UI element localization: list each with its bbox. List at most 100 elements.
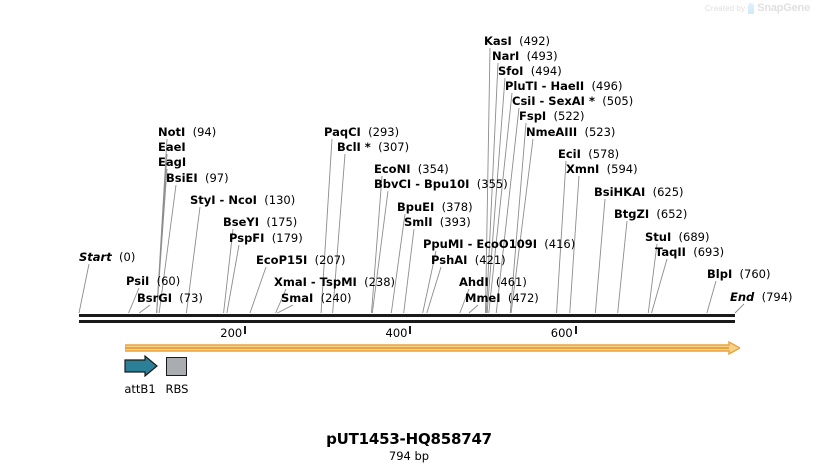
enzyme-label-taqii[interactable]: TaqII (693): [655, 246, 724, 258]
enzyme-label-nmeaiii[interactable]: NmeAIII (523): [526, 126, 615, 138]
leader-line-bbvci_bpu10i: [371, 190, 389, 314]
leader-line-kasi: [485, 47, 491, 314]
enzyme-position: (179): [264, 231, 303, 245]
enzyme-position: (97): [197, 171, 229, 185]
leader-line-paqci: [320, 138, 333, 314]
enzyme-label-styi_ncoi[interactable]: StyI - NcoI (130): [190, 194, 295, 206]
enzyme-label-eagi[interactable]: EagI: [158, 156, 186, 168]
enzyme-name: KasI: [484, 34, 512, 48]
enzyme-label-pshai[interactable]: PshAI (421): [431, 254, 506, 266]
enzyme-name: AhdI: [459, 275, 489, 289]
leader-line-nmeaiii: [510, 138, 534, 314]
enzyme-label-sfoi[interactable]: SfoI (494): [498, 65, 562, 77]
enzyme-position: (307): [370, 140, 410, 154]
enzyme-name: PaqCI: [324, 125, 361, 139]
leader-line-styi_ncoi: [185, 206, 201, 314]
leader-line-btgzi: [617, 220, 628, 314]
enzyme-position: (693): [685, 245, 725, 259]
enzyme-name: StyI - NcoI: [190, 193, 257, 207]
enzyme-position: (794): [754, 290, 793, 304]
enzyme-label-xmni[interactable]: XmnI (594): [566, 163, 638, 175]
enzyme-label-ecii[interactable]: EciI (578): [558, 148, 619, 160]
enzyme-position: (207): [307, 253, 346, 267]
enzyme-label-ecop15i[interactable]: EcoP15I (207): [256, 254, 346, 266]
orf-feature-arrow[interactable]: [125, 341, 740, 355]
leader-line-taqii: [651, 258, 668, 314]
enzyme-position: (421): [467, 253, 506, 267]
plasmid-name: pUT1453-HQ858747: [326, 430, 492, 448]
enzyme-label-smai[interactable]: SmaI (240): [281, 292, 352, 304]
leader-line-nari: [485, 62, 499, 314]
leader-line-psii: [128, 287, 140, 314]
enzyme-position: (594): [599, 162, 638, 176]
enzyme-position: (760): [732, 267, 771, 281]
enzyme-position: (625): [645, 185, 684, 199]
enzyme-label-blpi[interactable]: BlpI (760): [707, 268, 770, 280]
orf-arrow-core-line: [125, 347, 729, 349]
enzyme-label-noti[interactable]: NotI (94): [158, 126, 216, 138]
leader-line-ecii: [556, 160, 567, 314]
enzyme-label-psii[interactable]: PsiI (60): [126, 275, 180, 287]
leader-line-xmai_tspmi: [275, 288, 287, 314]
enzyme-label-end[interactable]: End (794): [730, 291, 793, 303]
enzyme-position: (494): [523, 64, 562, 78]
enzyme-label-kasi[interactable]: KasI (492): [484, 35, 550, 47]
enzyme-name: End: [730, 290, 755, 304]
ruler-tick-mark: [574, 326, 577, 334]
enzyme-label-bcli[interactable]: BclI * (307): [337, 141, 409, 153]
enzyme-label-csii_sexai[interactable]: CsiI - SexAI * (505): [512, 95, 633, 107]
leader-line-mmei: [468, 304, 479, 314]
enzyme-position: (354): [410, 162, 449, 176]
enzyme-label-start[interactable]: Start (0): [79, 251, 135, 263]
enzyme-position: (523): [577, 125, 616, 139]
enzyme-name: BclI *: [337, 140, 371, 154]
enzyme-name: PpuMI - EcoO109I: [423, 237, 537, 251]
enzyme-position: (378): [434, 200, 473, 214]
enzyme-label-smli[interactable]: SmlI (393): [404, 216, 471, 228]
enzyme-position: (652): [649, 207, 688, 221]
leader-line-bsiei: [158, 184, 177, 314]
enzyme-name: PshAI: [431, 253, 468, 267]
enzyme-label-ahdi[interactable]: AhdI (461): [459, 276, 527, 288]
enzyme-label-eaei[interactable]: EaeI: [158, 141, 186, 153]
enzyme-name: PsiI: [126, 274, 150, 288]
ruler-tick-mark: [409, 326, 412, 334]
enzyme-label-xmai_tspmi[interactable]: XmaI - TspMI (238): [274, 276, 395, 288]
enzyme-name: Start: [79, 250, 112, 264]
ruler-tick-label: 400: [385, 326, 408, 340]
enzyme-name: BbvCI - Bpu10I: [374, 177, 470, 191]
enzyme-name: SmlI: [404, 215, 433, 229]
rbs-feature-box[interactable]: [166, 357, 187, 376]
ruler-tick-label: 600: [550, 326, 573, 340]
enzyme-name: BtgZI: [614, 207, 650, 221]
enzyme-label-btgzi[interactable]: BtgZI (652): [614, 208, 687, 220]
enzyme-label-ppumi_ecoo[interactable]: PpuMI - EcoO109I (416): [423, 238, 575, 250]
enzyme-label-bsihkai[interactable]: BsiHKAI (625): [594, 186, 684, 198]
leader-line-pspfi: [226, 244, 240, 314]
enzyme-label-paqci[interactable]: PaqCI (293): [324, 126, 399, 138]
enzyme-name: EaeI: [158, 140, 186, 154]
enzyme-name: NarI: [492, 49, 520, 63]
enzyme-label-stui[interactable]: StuI (689): [645, 231, 709, 243]
enzyme-name: BpuEI: [397, 200, 435, 214]
enzyme-label-bsiei[interactable]: BsiEI (97): [166, 172, 229, 184]
enzyme-position: (472): [500, 291, 539, 305]
leader-line-econi: [371, 175, 383, 314]
enzyme-label-bbvci_bpu10i[interactable]: BbvCI - Bpu10I (355): [374, 178, 508, 190]
enzyme-position: (73): [172, 291, 203, 305]
enzyme-label-bsrgi[interactable]: BsrGI (73): [137, 292, 203, 304]
enzyme-label-bpuei[interactable]: BpuEI (378): [397, 201, 473, 213]
leader-line-ecop15i: [249, 266, 267, 314]
enzyme-label-nari[interactable]: NarI (493): [492, 50, 558, 62]
enzyme-label-mmei[interactable]: MmeI (472): [465, 292, 539, 304]
enzyme-label-bseyi[interactable]: BseYI (175): [223, 216, 297, 228]
enzyme-label-econi[interactable]: EcoNI (354): [374, 163, 449, 175]
enzyme-label-pspfi[interactable]: PspFI (179): [229, 232, 303, 244]
enzyme-label-fspi[interactable]: FspI (522): [519, 110, 584, 122]
leader-line-csii_sexai: [495, 107, 520, 314]
enzyme-position: (505): [594, 94, 634, 108]
enzyme-name: MmeI: [465, 291, 501, 305]
enzyme-label-pluti_haeii[interactable]: PluTI - HaeII (496): [505, 80, 622, 92]
attb1-feature-arrow[interactable]: [124, 355, 158, 377]
